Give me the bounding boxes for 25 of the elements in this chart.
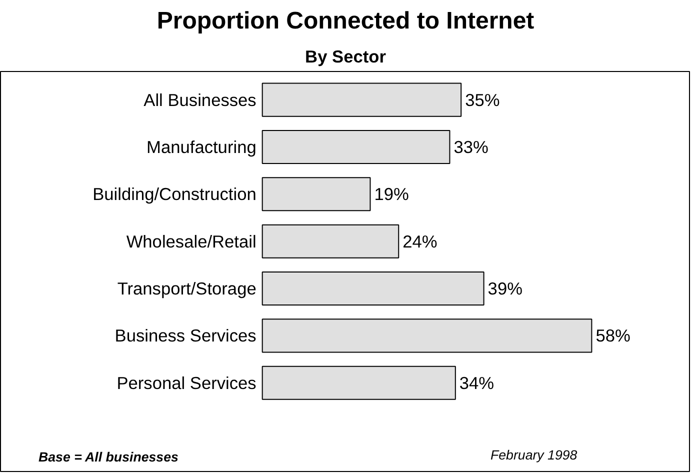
bar bbox=[262, 130, 450, 164]
y-tick-label: Manufacturing bbox=[146, 136, 256, 157]
y-tick-label: Personal Services bbox=[116, 372, 257, 393]
data-label: 34% bbox=[459, 372, 494, 393]
bar bbox=[262, 366, 456, 400]
text: February 1998 bbox=[490, 448, 578, 462]
bar bbox=[262, 318, 592, 353]
data-label: 19% bbox=[374, 184, 409, 204]
chart-title: Proportion Connected to Internet bbox=[156, 8, 534, 34]
bar bbox=[262, 224, 400, 258]
y-tick-label: All Businesses bbox=[144, 90, 257, 110]
y-tick-label: Wholesale/Retail bbox=[126, 231, 256, 252]
data-label: 33% bbox=[454, 136, 488, 157]
bar bbox=[262, 272, 484, 306]
text: Base = All businesses bbox=[38, 450, 178, 464]
y-tick-label: Building/Construction bbox=[92, 184, 256, 204]
data-label: 24% bbox=[402, 231, 438, 252]
y-tick-label: Transport/Storage bbox=[117, 278, 256, 299]
data-label: 58% bbox=[596, 326, 630, 346]
bar bbox=[262, 177, 371, 212]
data-label: 39% bbox=[488, 278, 522, 299]
data-label: 35% bbox=[465, 90, 500, 110]
bar bbox=[262, 82, 462, 117]
y-tick-label: Business Services bbox=[114, 326, 257, 346]
chart-subtitle: By Sector bbox=[305, 46, 386, 66]
